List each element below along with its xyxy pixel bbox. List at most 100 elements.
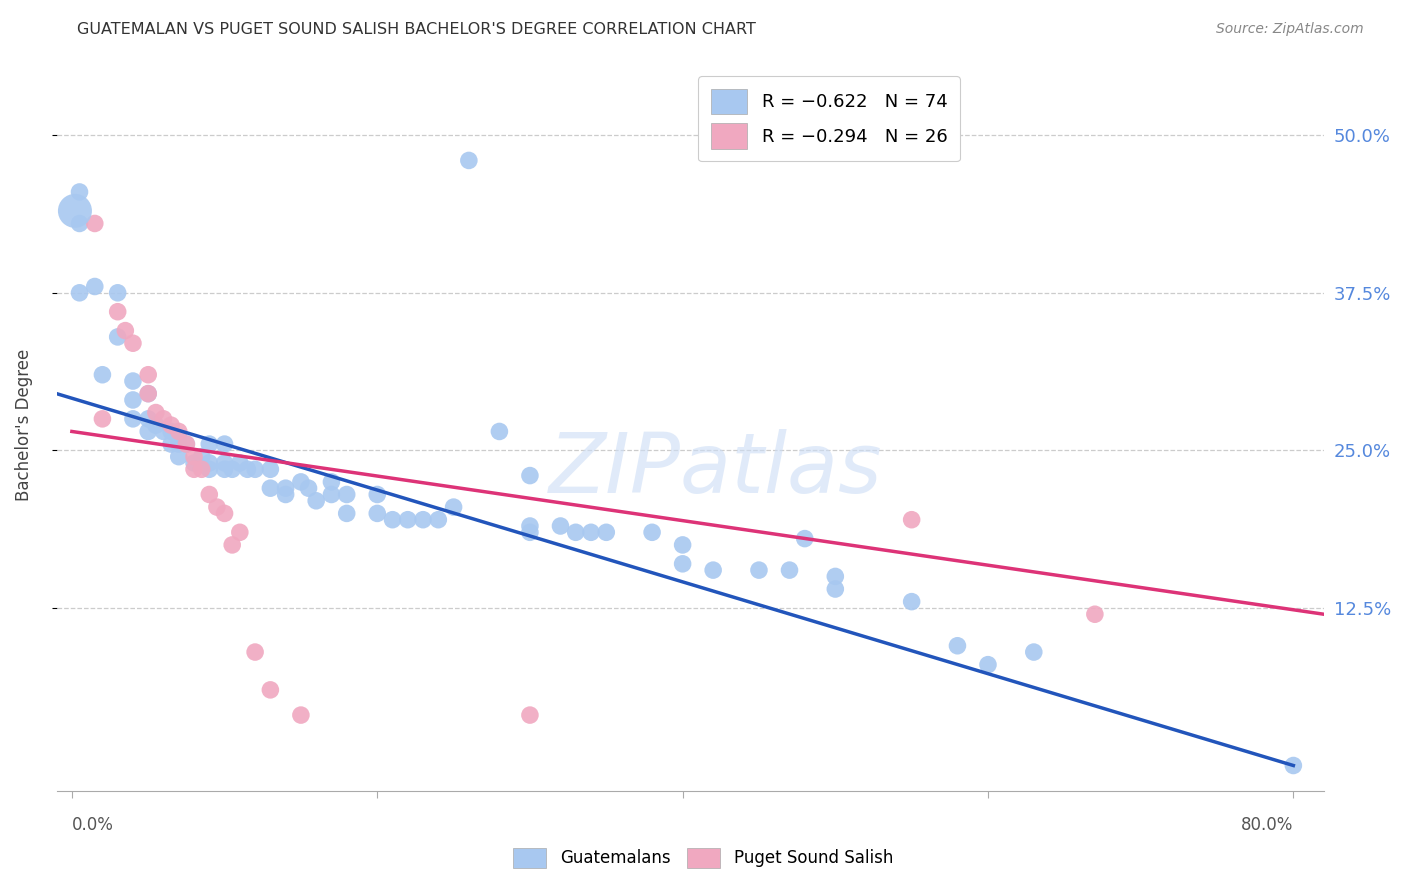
Point bbox=[183, 450, 205, 464]
Point bbox=[214, 462, 236, 476]
Point bbox=[122, 412, 145, 426]
Point bbox=[366, 487, 388, 501]
Point bbox=[290, 475, 312, 489]
Point bbox=[91, 368, 114, 382]
Text: 80.0%: 80.0% bbox=[1241, 816, 1294, 834]
Point bbox=[366, 507, 388, 521]
Point bbox=[69, 185, 91, 199]
Point bbox=[114, 324, 136, 338]
Point bbox=[122, 374, 145, 388]
Point bbox=[198, 456, 221, 470]
Point bbox=[274, 487, 297, 501]
Point bbox=[1282, 758, 1305, 772]
Point bbox=[824, 582, 846, 596]
Point bbox=[167, 450, 190, 464]
Text: 0.0%: 0.0% bbox=[72, 816, 114, 834]
Point bbox=[381, 513, 404, 527]
Point bbox=[259, 481, 281, 495]
Point bbox=[519, 468, 541, 483]
Point bbox=[229, 456, 252, 470]
Point bbox=[167, 431, 190, 445]
Point bbox=[519, 525, 541, 540]
Point bbox=[1084, 607, 1107, 622]
Point bbox=[107, 330, 129, 344]
Point bbox=[900, 513, 922, 527]
Point bbox=[595, 525, 617, 540]
Point bbox=[412, 513, 434, 527]
Point bbox=[236, 462, 259, 476]
Point bbox=[579, 525, 602, 540]
Point bbox=[183, 456, 205, 470]
Point bbox=[214, 437, 236, 451]
Point bbox=[205, 500, 228, 514]
Point bbox=[63, 203, 86, 218]
Point bbox=[290, 708, 312, 723]
Point bbox=[136, 425, 159, 439]
Point bbox=[550, 519, 572, 533]
Point bbox=[243, 645, 266, 659]
Point bbox=[946, 639, 969, 653]
Point bbox=[243, 462, 266, 476]
Point bbox=[83, 279, 105, 293]
Point bbox=[824, 569, 846, 583]
Point bbox=[69, 217, 91, 231]
Point bbox=[221, 538, 243, 552]
Point bbox=[122, 336, 145, 351]
Point bbox=[160, 418, 183, 433]
Point bbox=[136, 368, 159, 382]
Point bbox=[107, 304, 129, 318]
Point bbox=[702, 563, 724, 577]
Point bbox=[183, 462, 205, 476]
Point bbox=[91, 412, 114, 426]
Point bbox=[900, 594, 922, 608]
Text: Source: ZipAtlas.com: Source: ZipAtlas.com bbox=[1216, 22, 1364, 37]
Point bbox=[198, 462, 221, 476]
Point bbox=[336, 487, 359, 501]
Point bbox=[167, 437, 190, 451]
Point bbox=[396, 513, 419, 527]
Point bbox=[190, 450, 212, 464]
Point bbox=[274, 481, 297, 495]
Point bbox=[198, 487, 221, 501]
Point bbox=[779, 563, 801, 577]
Point bbox=[145, 406, 167, 420]
Point bbox=[259, 682, 281, 697]
Point bbox=[83, 217, 105, 231]
Point bbox=[519, 519, 541, 533]
Point bbox=[672, 557, 695, 571]
Point bbox=[136, 412, 159, 426]
Point bbox=[152, 412, 174, 426]
Point bbox=[69, 285, 91, 300]
Legend: R = −0.622   N = 74, R = −0.294   N = 26: R = −0.622 N = 74, R = −0.294 N = 26 bbox=[699, 76, 960, 161]
Point bbox=[427, 513, 450, 527]
Text: GUATEMALAN VS PUGET SOUND SALISH BACHELOR'S DEGREE CORRELATION CHART: GUATEMALAN VS PUGET SOUND SALISH BACHELO… bbox=[77, 22, 756, 37]
Point bbox=[336, 507, 359, 521]
Point bbox=[122, 392, 145, 407]
Point bbox=[977, 657, 1000, 672]
Point bbox=[519, 708, 541, 723]
Point bbox=[136, 386, 159, 401]
Point bbox=[160, 437, 183, 451]
Point bbox=[221, 462, 243, 476]
Point bbox=[229, 525, 252, 540]
Point bbox=[641, 525, 664, 540]
Point bbox=[176, 437, 198, 451]
Point bbox=[198, 437, 221, 451]
Point bbox=[1022, 645, 1045, 659]
Legend: Guatemalans, Puget Sound Salish: Guatemalans, Puget Sound Salish bbox=[506, 841, 900, 875]
Point bbox=[443, 500, 465, 514]
Point bbox=[259, 462, 281, 476]
Point bbox=[214, 456, 236, 470]
Point bbox=[152, 425, 174, 439]
Point bbox=[160, 425, 183, 439]
Point bbox=[564, 525, 586, 540]
Point bbox=[748, 563, 770, 577]
Point bbox=[107, 285, 129, 300]
Point bbox=[167, 425, 190, 439]
Point bbox=[793, 532, 815, 546]
Text: ZIPatlas: ZIPatlas bbox=[548, 428, 883, 509]
Point bbox=[321, 475, 343, 489]
Point bbox=[214, 507, 236, 521]
Point bbox=[672, 538, 695, 552]
Point bbox=[145, 418, 167, 433]
